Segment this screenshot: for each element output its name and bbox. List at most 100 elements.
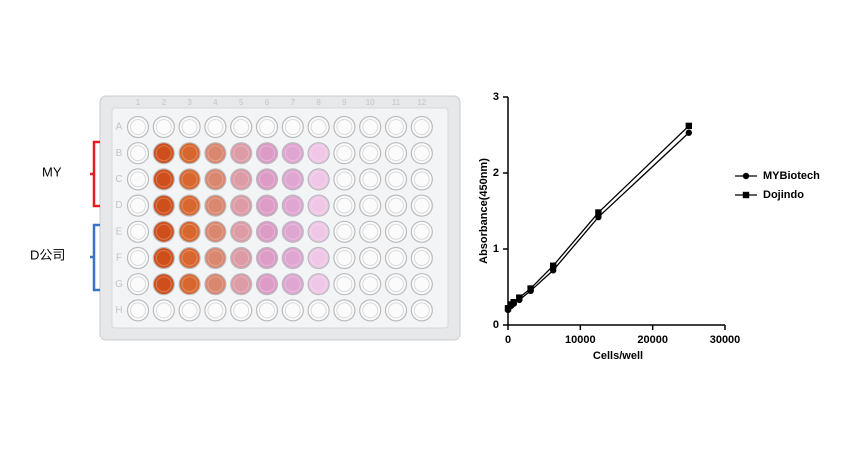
well <box>230 220 253 243</box>
row-label: B <box>116 148 123 159</box>
well-rim <box>155 145 172 162</box>
well-rim <box>336 145 353 162</box>
well-rim <box>362 223 379 240</box>
well-rim <box>233 223 250 240</box>
well-rim <box>362 250 379 266</box>
well-rim <box>284 145 301 162</box>
well-rim <box>413 276 430 293</box>
well-rim <box>207 302 224 319</box>
well-rim <box>233 197 250 214</box>
well <box>255 194 279 217</box>
well-rim <box>413 119 430 135</box>
well <box>281 194 304 217</box>
marker <box>685 129 693 136</box>
well-rim <box>413 145 430 162</box>
well-rim <box>181 197 198 214</box>
column-label: 5 <box>239 98 244 107</box>
well-rim <box>362 302 379 319</box>
well-rim <box>233 145 250 162</box>
marker <box>685 122 693 130</box>
row-label: D <box>115 200 122 211</box>
well-rim <box>207 197 224 214</box>
column-label: 3 <box>187 98 192 107</box>
well-rim <box>336 302 353 319</box>
well-rim <box>336 250 353 266</box>
well <box>152 246 175 270</box>
well-rim <box>388 302 404 319</box>
bracket-my <box>90 140 100 208</box>
well <box>307 273 330 296</box>
well-rim <box>207 119 224 135</box>
well <box>230 194 253 217</box>
well <box>255 168 279 191</box>
well <box>281 142 304 165</box>
well <box>204 220 227 243</box>
well-rim <box>284 250 301 266</box>
well-rim <box>413 302 430 319</box>
well <box>307 246 330 270</box>
bracket-d <box>90 223 100 292</box>
column-label: 2 <box>162 98 167 107</box>
well-rim <box>310 223 327 240</box>
legend-marker <box>742 172 750 180</box>
well <box>255 142 279 165</box>
well-rim <box>259 223 275 240</box>
well <box>204 194 227 217</box>
well <box>255 273 279 296</box>
column-label: 4 <box>213 98 218 107</box>
well-rim <box>362 119 379 135</box>
y-tick-label: 0 <box>493 319 499 331</box>
well-rim <box>362 171 379 188</box>
well-rim <box>413 197 430 214</box>
well-rim <box>233 250 250 266</box>
legend-label: MYBiotech <box>763 170 820 182</box>
well-rim <box>284 302 301 319</box>
well-rim <box>181 302 198 319</box>
well-rim <box>155 171 172 188</box>
column-label: 9 <box>342 98 347 107</box>
well-rim <box>336 171 353 188</box>
well-rim <box>130 250 146 266</box>
well-rim <box>362 276 379 293</box>
well <box>307 220 330 243</box>
well-rim <box>155 197 172 214</box>
x-tick-label: 10000 <box>565 334 596 346</box>
well <box>230 246 253 270</box>
well <box>307 168 330 191</box>
well-rim <box>259 250 275 266</box>
well <box>152 273 175 296</box>
well-rim <box>336 276 353 293</box>
well-rim <box>181 276 198 293</box>
column-label: 12 <box>417 98 426 107</box>
marker <box>510 299 517 306</box>
well-rim <box>207 223 224 240</box>
well-rim <box>388 171 404 188</box>
marker <box>516 294 523 301</box>
legend-label: Dojindo <box>763 189 804 201</box>
well-rim <box>155 223 172 240</box>
well-rim <box>362 145 379 162</box>
well-rim <box>259 145 275 162</box>
well <box>152 220 175 243</box>
well-rim <box>413 171 430 188</box>
well-rim <box>207 145 224 162</box>
well <box>255 246 279 270</box>
plate-inner <box>111 107 449 329</box>
well-rim <box>207 276 224 293</box>
column-label: 6 <box>265 98 270 107</box>
well-rim <box>130 145 146 162</box>
well-rim <box>284 197 301 214</box>
well-rim <box>130 302 146 319</box>
well-rim <box>310 119 327 135</box>
well <box>204 142 227 165</box>
well <box>152 194 175 217</box>
well <box>281 273 304 296</box>
row-label: E <box>116 226 123 237</box>
well-rim <box>155 250 172 266</box>
legend-marker <box>742 191 750 199</box>
row-label: A <box>116 122 123 133</box>
well <box>230 142 253 165</box>
column-label: 1 <box>136 98 141 107</box>
plate-label: MY <box>42 164 62 179</box>
well-rim <box>284 276 301 293</box>
